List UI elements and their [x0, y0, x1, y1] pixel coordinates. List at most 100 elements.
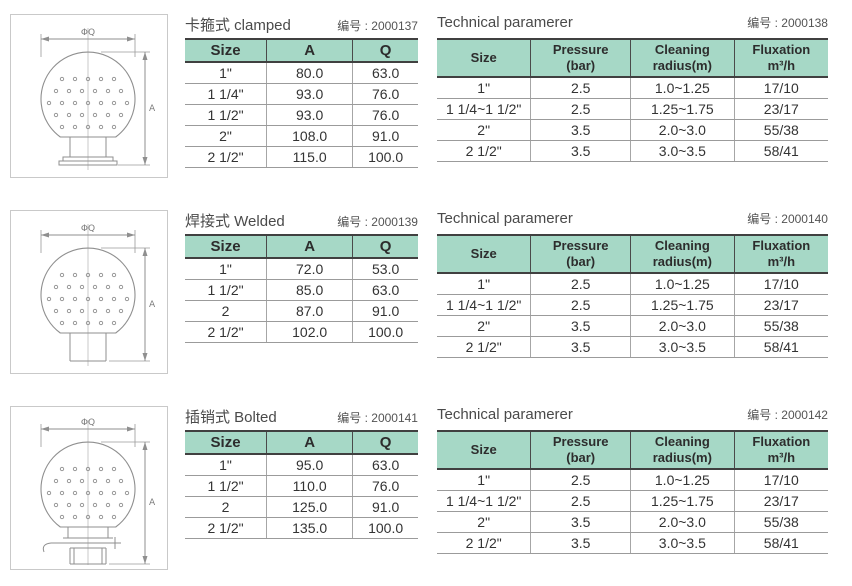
table-cell: 1.0~1.25 — [630, 77, 735, 99]
table-header-row: Size A Q — [185, 234, 418, 259]
table-row: 1" 72.0 53.0 — [185, 258, 418, 280]
table-cell: 102.0 — [266, 321, 353, 343]
table-cell: 2.5 — [530, 98, 631, 120]
col-header-q: Q — [352, 234, 418, 259]
table-cell: 1 1/2" — [185, 104, 267, 126]
col-header-size: Size — [185, 430, 267, 455]
product-section-welded: ΦQ A — [0, 210, 852, 392]
table-cell: 80.0 — [266, 62, 353, 84]
table-cell: 23/17 — [733, 490, 828, 512]
table-row: 1 1/4~1 1/2" 2.5 1.25~1.75 23/17 — [437, 490, 828, 512]
spray-holes — [46, 466, 130, 520]
table-cell: 1" — [437, 273, 531, 295]
code-label: 编号 : 2000142 — [747, 408, 828, 422]
col-header-a: A — [266, 234, 353, 259]
table-header-row: Size A Q — [185, 430, 418, 455]
table-row: 1" 2.5 1.0~1.25 17/10 — [437, 77, 828, 99]
table-row: 2 125.0 91.0 — [185, 496, 418, 518]
table-header-row: Size A Q — [185, 38, 418, 63]
table-cell: 2.0~3.0 — [630, 511, 735, 533]
diagram-box-welded: ΦQ A — [10, 210, 168, 374]
table-cell: 2" — [185, 125, 267, 147]
table-header-row: Size Pressure (bar) Cleaning radius(m) Flu… — [437, 430, 828, 470]
table-cell: 63.0 — [352, 454, 418, 476]
table-cell: 76.0 — [352, 83, 418, 105]
table-cell: 2.5 — [530, 490, 631, 512]
table-cell: 55/38 — [733, 315, 828, 337]
table-cell: 1.0~1.25 — [630, 469, 735, 491]
col-header-q: Q — [352, 430, 418, 455]
clamp-ferrule-base — [58, 137, 118, 166]
table-cell: 3.5 — [530, 140, 631, 162]
col-header-q: Q — [352, 38, 418, 63]
table-cell: 3.0~3.5 — [630, 532, 735, 554]
table-cell: 108.0 — [266, 125, 353, 147]
section-title: 插销式 Bolted — [185, 409, 277, 426]
table-row: 2 1/2" 3.5 3.0~3.5 58/41 — [437, 532, 828, 554]
product-section-bolted: ΦQ — [0, 406, 852, 586]
table-cell: 1" — [437, 77, 531, 99]
table-cell: 91.0 — [352, 300, 418, 322]
table-row: 2 1/2" 102.0 100.0 — [185, 321, 418, 343]
table-cell: 2.0~3.0 — [630, 119, 735, 141]
table-cell: 2" — [437, 315, 531, 337]
col-header-cleaning-radius: Cleaning radius(m) — [630, 234, 735, 274]
code-label: 编号 : 2000141 — [337, 411, 418, 425]
table-cell: 2 1/2" — [185, 321, 267, 343]
table-cell: 87.0 — [266, 300, 353, 322]
col-header-fluxation: Fluxation m³/h — [733, 430, 828, 470]
table-row: 2" 3.5 2.0~3.0 55/38 — [437, 119, 828, 141]
table-row: 2 87.0 91.0 — [185, 300, 418, 322]
table-row: 2" 3.5 2.0~3.0 55/38 — [437, 315, 828, 337]
table-cell: 3.0~3.5 — [630, 140, 735, 162]
table-cell: 135.0 — [266, 517, 353, 539]
table-cell: 110.0 — [266, 475, 353, 497]
technical-parameter-table: Size Pressure (bar) Cleaning radius(m) Flu… — [437, 234, 828, 358]
dimension-table: Size A Q 1" 72.0 53.0 1 1/2" 85.0 63.0 2 87.0 91… — [185, 234, 418, 343]
table-cell: 2.0~3.0 — [630, 315, 735, 337]
table-cell: 2 — [185, 496, 267, 518]
table-cell: 2 1/2" — [437, 532, 531, 554]
table-header-row: Size Pressure (bar) Cleaning radius(m) Flu… — [437, 234, 828, 274]
table-cell: 1.25~1.75 — [630, 490, 735, 512]
technical-parameter-table: Size Pressure (bar) Cleaning radius(m) Flu… — [437, 38, 828, 162]
spray-ball-diagram-welded: ΦQ A — [40, 224, 156, 366]
table-cell: 2.5 — [530, 77, 631, 99]
table-cell: 17/10 — [733, 273, 828, 295]
table-cell: 1" — [437, 469, 531, 491]
spray-holes — [46, 272, 130, 326]
table-row: 1" 95.0 63.0 — [185, 454, 418, 476]
table-cell: 2.5 — [530, 273, 631, 295]
diameter-dimension-label: ΦQ — [81, 418, 95, 428]
table-cell: 58/41 — [733, 140, 828, 162]
table-row: 2 1/2" 3.5 3.0~3.5 58/41 — [437, 140, 828, 162]
col-header-a: A — [266, 430, 353, 455]
spray-holes — [46, 76, 130, 130]
spray-ball-body — [40, 247, 136, 334]
col-header-fluxation: Fluxation m³/h — [733, 234, 828, 274]
bolted-pin-base — [42, 527, 121, 565]
table-cell: 91.0 — [352, 125, 418, 147]
diagram-box-clamped: ΦQ A — [10, 14, 168, 178]
table-row: 1" 2.5 1.0~1.25 17/10 — [437, 469, 828, 491]
table-cell: 1 1/2" — [185, 279, 267, 301]
table-cell: 63.0 — [352, 279, 418, 301]
col-header-fluxation: Fluxation m³/h — [733, 38, 828, 78]
table-cell: 58/41 — [733, 336, 828, 358]
table-cell: 23/17 — [733, 98, 828, 120]
table-cell: 2.5 — [530, 294, 631, 316]
diagram-box-bolted: ΦQ — [10, 406, 168, 570]
code-label: 编号 : 2000140 — [747, 212, 828, 226]
tech-title: Technical paramerer — [437, 406, 573, 423]
tech-title: Technical paramerer — [437, 14, 573, 31]
table-row: 1" 2.5 1.0~1.25 17/10 — [437, 273, 828, 295]
table-cell: 1.25~1.75 — [630, 98, 735, 120]
table-cell: 3.5 — [530, 532, 631, 554]
table-row: 2" 108.0 91.0 — [185, 125, 418, 147]
product-section-clamped: ΦQ A — [0, 14, 852, 196]
height-dimension-label: A — [149, 498, 156, 508]
table-cell: 3.5 — [530, 119, 631, 141]
table-cell: 3.5 — [530, 336, 631, 358]
table-cell: 63.0 — [352, 62, 418, 84]
code-label: 编号 : 2000137 — [337, 19, 418, 33]
